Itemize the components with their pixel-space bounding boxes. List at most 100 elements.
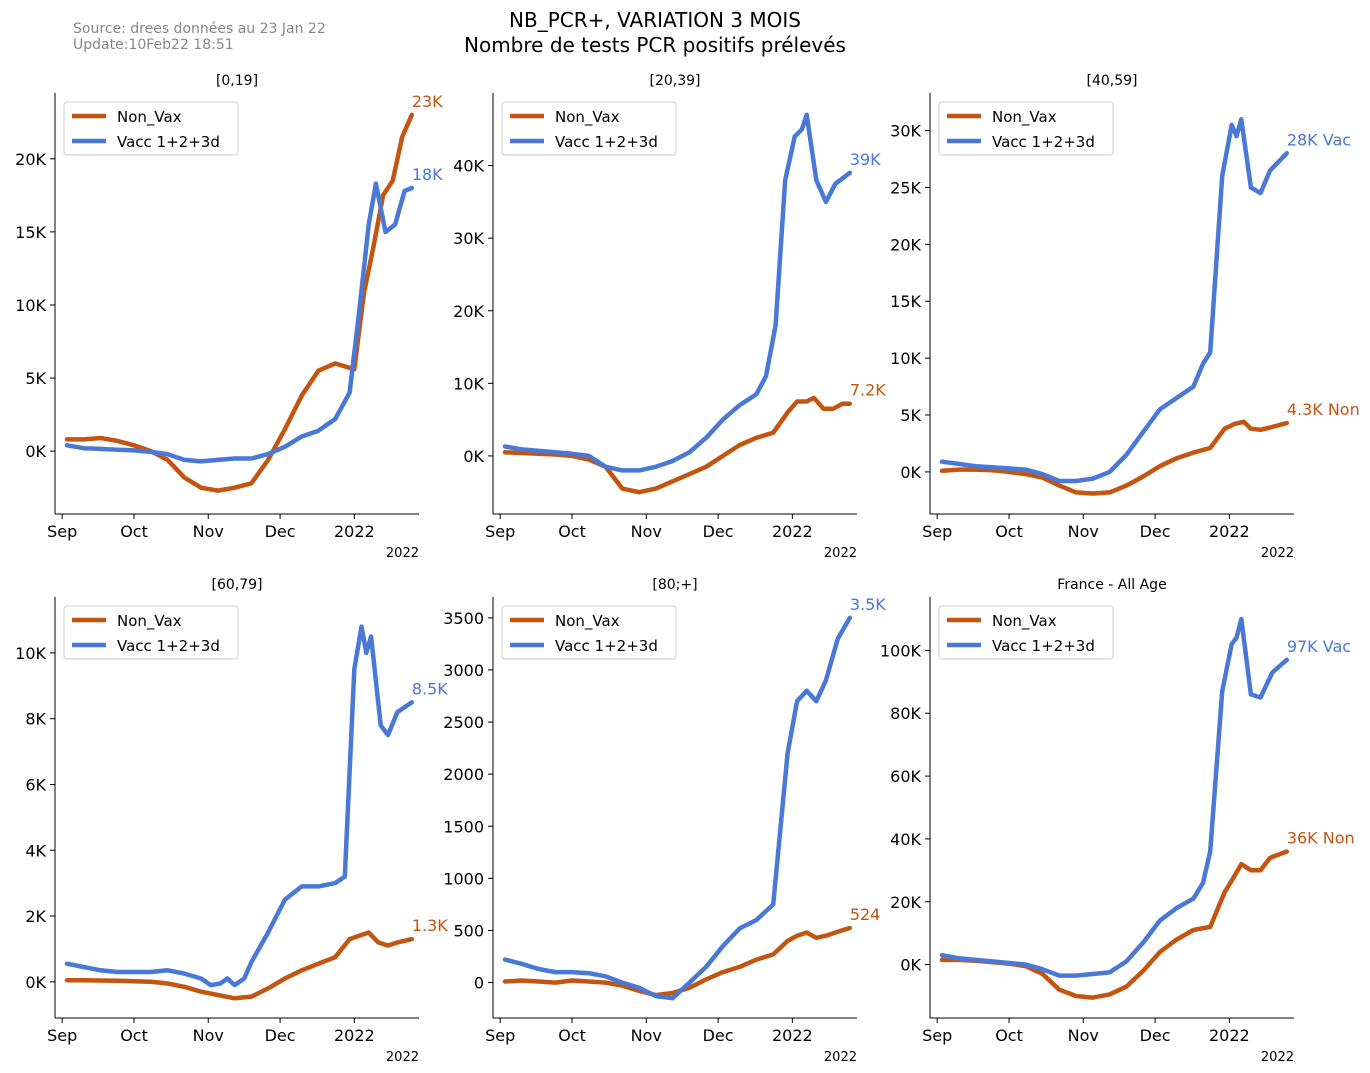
y-tick-label: 8K <box>25 710 46 729</box>
x-offset-label: 2022 <box>1261 546 1294 561</box>
series-line-vacc <box>64 624 415 988</box>
y-tick-label: 15K <box>890 292 921 311</box>
panel-title: [80;+] <box>652 577 697 593</box>
panel-title: [20,39] <box>649 73 700 89</box>
x-tick-label: Dec <box>703 522 734 541</box>
panel-3: [40,59] 0K 5K 10K 15K 20K 25K 30K Sep Oct Nov Dec 20… <box>890 73 1360 561</box>
panel-title: [40,59] <box>1086 73 1137 89</box>
x-tick-label: Oct <box>995 522 1023 541</box>
legend-label: Vacc 1+2+3d <box>117 637 220 655</box>
series-line-non-vax <box>64 112 415 493</box>
legend-box <box>501 101 677 156</box>
y-tick-label: 3500 <box>443 609 484 628</box>
y-tick-label: 0 <box>474 974 484 993</box>
y-tick-label: 0K <box>25 973 46 992</box>
legend-label: Non_Vax <box>555 108 620 127</box>
legend-box <box>938 101 1114 156</box>
series-line-non-vax <box>502 925 853 998</box>
y-tick-label: 2000 <box>443 765 484 784</box>
legend-label: Non_Vax <box>117 612 182 631</box>
x-tick-label: Oct <box>120 1026 148 1045</box>
x-tick-label: 2022 <box>1209 522 1250 541</box>
legend-label: Vacc 1+2+3d <box>992 637 1095 655</box>
legend-box <box>63 101 239 156</box>
y-tick-label: 10K <box>15 644 46 663</box>
legend-label: Non_Vax <box>992 612 1057 631</box>
y-tick-label: 0K <box>463 447 484 466</box>
y-tick-label: 0K <box>25 442 46 461</box>
x-tick-label: 2022 <box>334 522 375 541</box>
y-tick-label: 5K <box>25 369 46 388</box>
x-tick-label: Nov <box>193 522 224 541</box>
x-tick-label: Dec <box>1140 1026 1171 1045</box>
end-value-label: 8.5K <box>412 679 448 698</box>
series-line-non-vax <box>939 419 1290 496</box>
end-value-label: 39K <box>850 150 881 169</box>
x-tick-label: Oct <box>558 1026 586 1045</box>
x-tick-label: Dec <box>265 1026 296 1045</box>
legend-label: Vacc 1+2+3d <box>555 133 658 151</box>
end-value-label: 28K Vac <box>1287 130 1351 149</box>
figure-title: NB_PCR+, VARIATION 3 MOIS Nombre de test… <box>0 8 1310 58</box>
x-tick-label: 2022 <box>334 1026 375 1045</box>
y-tick-label: 40K <box>890 830 921 849</box>
x-tick-label: 2022 <box>1209 1026 1250 1045</box>
x-offset-label: 2022 <box>386 546 419 561</box>
y-tick-label: 30K <box>453 229 484 248</box>
legend-label: Vacc 1+2+3d <box>992 133 1095 151</box>
y-tick-label: 0K <box>900 956 921 975</box>
x-offset-label: 2022 <box>824 1050 857 1065</box>
y-tick-label: 20K <box>890 893 921 912</box>
x-tick-label: Nov <box>631 522 662 541</box>
y-tick-label: 15K <box>15 223 46 242</box>
end-value-label: 7.2K <box>850 381 886 400</box>
x-tick-label: Oct <box>120 522 148 541</box>
y-tick-label: 10K <box>15 296 46 315</box>
legend-box <box>501 605 677 660</box>
legend-box <box>63 605 239 660</box>
source-line: Source: drees données au 23 Jan 22 <box>73 21 326 37</box>
y-tick-label: 5K <box>900 406 921 425</box>
x-tick-label: Sep <box>922 1026 952 1045</box>
series-line-vacc <box>502 615 853 1001</box>
end-value-label: 4.3K Non <box>1287 400 1360 419</box>
y-tick-label: 6K <box>25 775 46 794</box>
series-line-non-vax <box>502 395 853 495</box>
y-tick-label: 10K <box>453 374 484 393</box>
x-offset-label: 2022 <box>824 546 857 561</box>
x-tick-label: 2022 <box>772 1026 813 1045</box>
y-tick-label: 3000 <box>443 661 484 680</box>
end-value-label: 3.5K <box>850 595 886 614</box>
x-tick-label: Nov <box>1068 522 1099 541</box>
legend-label: Non_Vax <box>555 612 620 631</box>
end-value-label: 97K Vac <box>1287 637 1351 656</box>
x-tick-label: Dec <box>265 522 296 541</box>
y-tick-label: 20K <box>453 302 484 321</box>
x-tick-label: Nov <box>631 1026 662 1045</box>
y-tick-label: 2K <box>25 907 46 926</box>
legend-label: Vacc 1+2+3d <box>555 637 658 655</box>
y-tick-label: 0K <box>900 463 921 482</box>
x-tick-label: Dec <box>1140 522 1171 541</box>
y-tick-label: 30K <box>890 122 921 141</box>
end-value-label: 36K Non <box>1287 828 1355 847</box>
x-tick-label: Sep <box>47 1026 77 1045</box>
series-line-vacc <box>939 616 1290 978</box>
x-tick-label: 2022 <box>772 522 813 541</box>
x-tick-label: Oct <box>558 522 586 541</box>
panel-6: France - All Age 0K 20K 40K 60K 80K 100K Sep Oct… <box>880 577 1355 1065</box>
y-tick-label: 40K <box>453 157 484 176</box>
series-line-non-vax <box>939 849 1290 1000</box>
x-tick-label: Sep <box>485 1026 515 1045</box>
series-line-non-vax <box>64 930 415 1001</box>
y-tick-label: 25K <box>890 178 921 197</box>
x-tick-label: Sep <box>922 522 952 541</box>
end-value-label: 1.3K <box>412 916 448 935</box>
y-tick-label: 2500 <box>443 713 484 732</box>
y-tick-label: 1500 <box>443 817 484 836</box>
y-tick-label: 20K <box>890 235 921 254</box>
x-tick-label: Nov <box>193 1026 224 1045</box>
y-tick-label: 10K <box>890 349 921 368</box>
legend-label: Non_Vax <box>117 108 182 127</box>
x-tick-label: Oct <box>995 1026 1023 1045</box>
